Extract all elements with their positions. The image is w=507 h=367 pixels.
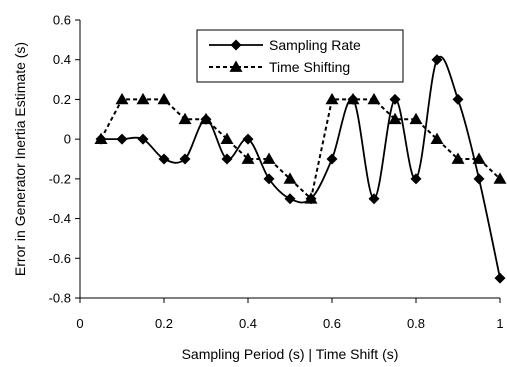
data-point bbox=[473, 173, 485, 185]
x-tick-label: 0.2 bbox=[155, 316, 173, 331]
data-point bbox=[157, 92, 171, 105]
legend-marker bbox=[230, 39, 242, 51]
x-axis-title: Sampling Period (s) | Time Shift (s) bbox=[182, 346, 399, 362]
axes: 0.6 0.4 0.2 0 -0.2 -0.4 -0.6 -0.8 0 0.2 0.4 0.6 0.8 1 bbox=[49, 13, 504, 332]
data-point bbox=[199, 112, 213, 125]
data-point bbox=[179, 153, 191, 165]
data-point bbox=[325, 92, 339, 105]
legend-label: Sampling Rate bbox=[269, 37, 361, 53]
x-tick-label: 0 bbox=[76, 316, 83, 331]
data-point bbox=[494, 272, 506, 284]
x-tick-label: 1 bbox=[496, 316, 503, 331]
data-point bbox=[178, 112, 192, 125]
data-point bbox=[220, 132, 234, 145]
data-point bbox=[388, 112, 402, 125]
data-point bbox=[493, 172, 507, 184]
data-point bbox=[283, 172, 297, 184]
y-tick-label: -0.6 bbox=[49, 251, 71, 266]
y-tick-label: -0.2 bbox=[49, 171, 71, 186]
data-point bbox=[94, 132, 108, 145]
data-point bbox=[430, 132, 444, 145]
data-point bbox=[137, 133, 149, 145]
data-point bbox=[452, 93, 464, 105]
data-point bbox=[116, 133, 128, 145]
data-point bbox=[304, 192, 318, 204]
legend: Sampling Rate Time Shifting bbox=[196, 29, 404, 83]
y-tick-label: -0.4 bbox=[49, 211, 71, 226]
data-point bbox=[451, 152, 465, 164]
x-tick-label: 0.4 bbox=[239, 316, 257, 331]
data-point bbox=[368, 193, 380, 205]
data-point bbox=[367, 92, 381, 105]
data-point bbox=[284, 193, 296, 205]
data-point bbox=[241, 152, 255, 164]
series-group bbox=[94, 54, 507, 284]
data-point bbox=[263, 173, 275, 185]
data-point bbox=[262, 152, 276, 164]
series-2 bbox=[94, 92, 507, 204]
data-point bbox=[346, 92, 360, 105]
data-point bbox=[472, 152, 486, 164]
data-point bbox=[242, 133, 254, 145]
y-tick-label: 0.2 bbox=[53, 92, 71, 107]
y-tick-label: 0 bbox=[64, 132, 71, 147]
data-point bbox=[136, 92, 150, 105]
y-axis-title: Error in Generator Inertia Estimate (s) bbox=[12, 42, 28, 276]
data-point bbox=[410, 173, 422, 185]
x-tick-label: 0.6 bbox=[323, 316, 341, 331]
legend-box bbox=[196, 29, 404, 83]
legend-marker bbox=[229, 60, 243, 72]
data-point bbox=[431, 54, 443, 66]
data-point bbox=[221, 153, 233, 165]
data-point bbox=[409, 112, 423, 125]
x-tick-label: 0.8 bbox=[407, 316, 425, 331]
data-point bbox=[389, 93, 401, 105]
y-tick-label: 0.6 bbox=[53, 13, 71, 28]
legend-label: Time Shifting bbox=[269, 59, 350, 75]
data-point bbox=[158, 153, 170, 165]
y-tick-label: -0.8 bbox=[49, 291, 71, 306]
data-point bbox=[115, 92, 129, 105]
data-point bbox=[326, 153, 338, 165]
y-tick-label: 0.4 bbox=[53, 52, 71, 67]
